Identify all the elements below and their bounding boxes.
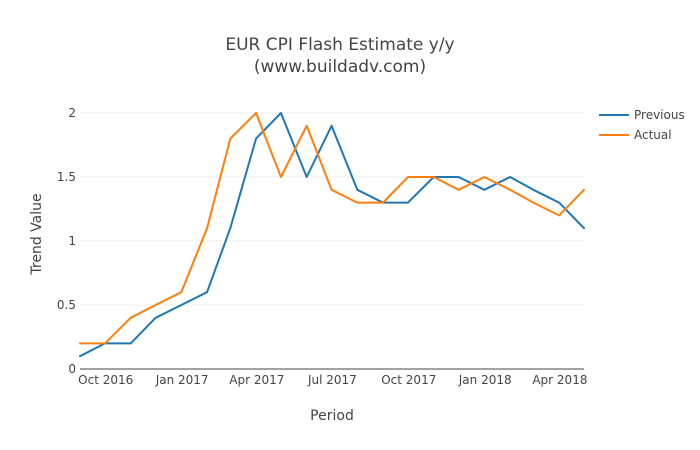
legend-label: Actual: [634, 128, 672, 142]
grid-layer: [80, 112, 584, 306]
x-tick-label: Oct 2016: [78, 373, 133, 387]
y-tick-label: 0: [68, 362, 76, 376]
x-axis-title: Period: [310, 408, 354, 424]
legend-item-previous[interactable]: Previous: [599, 108, 685, 122]
x-tick-label: Apr 2017: [229, 373, 284, 387]
x-tick-label: Jan 2018: [458, 373, 512, 387]
legend[interactable]: Previous Actual: [599, 108, 685, 142]
y-axis-title: Trend Value: [29, 193, 45, 275]
tick-layer: 0 0.5 1 1.5 2 Oct 2016 Jan 2017 Apr 2017 Jul 201…: [57, 106, 588, 387]
chart-title: EUR CPI Flash Estimate y/y: [225, 35, 454, 55]
x-tick-label: Jan 2017: [155, 373, 209, 387]
chart-subtitle: (www.buildadv.com): [254, 57, 426, 77]
series-line-previous: [79, 112, 585, 358]
x-tick-label: Apr 2018: [532, 373, 587, 387]
legend-item-actual[interactable]: Actual: [599, 128, 672, 142]
x-tick-label: Jul 2017: [307, 373, 357, 387]
series-layer: [79, 112, 585, 358]
y-tick-label: 1: [68, 234, 76, 248]
series-line-actual: [79, 112, 585, 345]
x-tick-label: Oct 2017: [381, 373, 436, 387]
legend-label: Previous: [634, 108, 685, 122]
y-tick-label: 1.5: [57, 170, 76, 184]
y-tick-label: 2: [68, 106, 76, 120]
y-tick-label: 0.5: [57, 298, 76, 312]
